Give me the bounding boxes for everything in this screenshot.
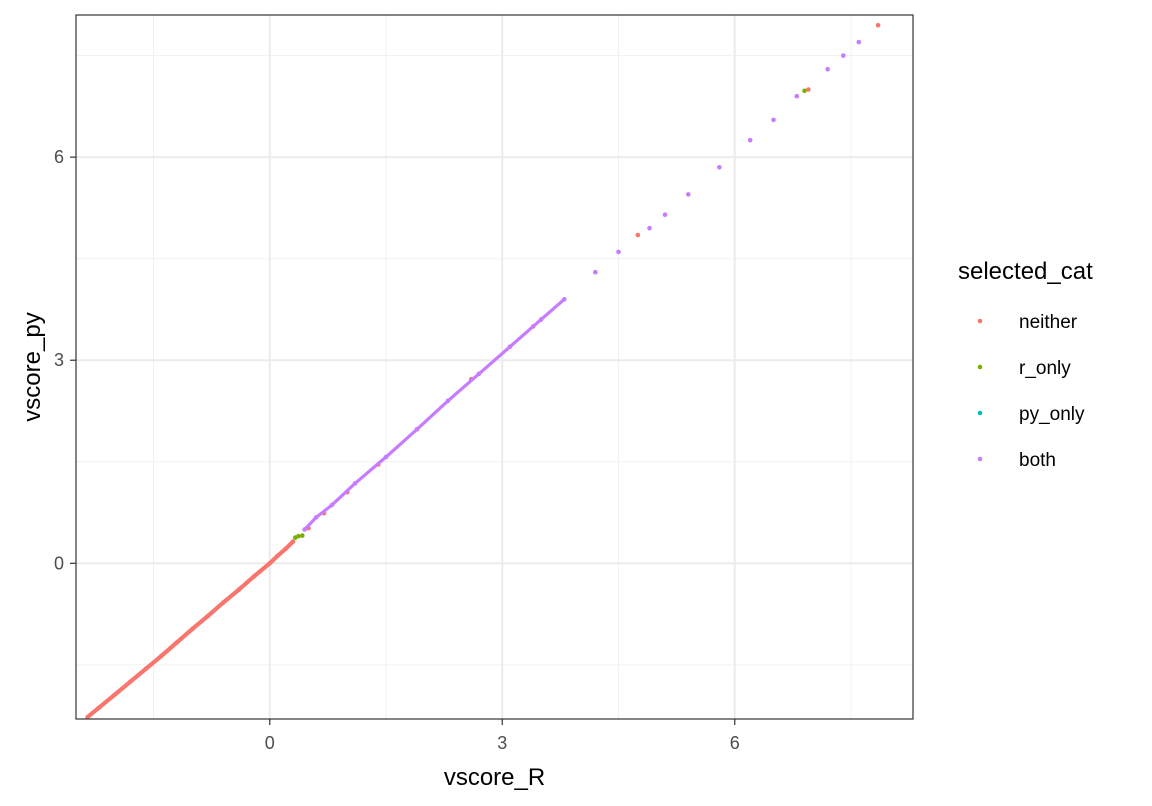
legend-title: selected_cat (958, 258, 1093, 285)
legend-key-both (977, 456, 983, 462)
point-neither (236, 587, 242, 592)
y-tick-label: 0 (54, 553, 64, 573)
point-neither (205, 613, 210, 619)
legend-label-neither: neither (1019, 312, 1078, 333)
point-both (352, 481, 358, 486)
point-neither (159, 653, 164, 659)
x-tick-label: 0 (265, 733, 275, 753)
point-both (747, 137, 753, 143)
point-both (717, 165, 722, 170)
point-both (383, 454, 389, 460)
point-neither (635, 232, 641, 238)
point-both (825, 66, 830, 72)
legend-key-neither (977, 318, 983, 324)
legend-label-both: both (1019, 450, 1056, 471)
point-both (445, 398, 451, 404)
point-neither (220, 600, 226, 605)
point-both (562, 297, 567, 302)
point-neither (290, 539, 296, 544)
point-neither (190, 626, 195, 632)
point-both (616, 249, 621, 255)
point-neither (251, 573, 257, 579)
point-both (414, 427, 420, 432)
legend-key-py_only (977, 410, 983, 416)
point-both (538, 317, 544, 322)
series-both (302, 39, 862, 532)
x-axis-title: vscore_R (444, 764, 545, 791)
point-both (771, 117, 776, 123)
point-both (329, 502, 335, 508)
point-neither (275, 553, 280, 559)
legend-key-r_only (977, 364, 983, 370)
point-both (794, 93, 800, 99)
point-r_only (802, 88, 807, 94)
point-both (856, 39, 862, 45)
point-r_only (296, 533, 301, 539)
point-both (662, 212, 668, 217)
x-tick-label: 3 (497, 733, 507, 753)
point-neither (267, 561, 273, 566)
panel-border (75, 14, 914, 720)
series-neither-band (85, 539, 296, 720)
point-both (314, 515, 319, 520)
point-neither (96, 705, 102, 710)
y-tick-label: 3 (54, 350, 64, 370)
point-neither (112, 692, 118, 697)
point-neither (283, 546, 288, 552)
point-both (647, 225, 652, 231)
y-tick-label: 6 (54, 147, 64, 167)
point-both (593, 269, 598, 275)
point-neither (143, 666, 149, 672)
point-neither (875, 22, 881, 28)
point-both (507, 344, 513, 350)
point-both (841, 53, 846, 58)
y-axis-title: vscore_py (19, 312, 46, 421)
point-both (302, 527, 307, 532)
x-tick-label: 6 (730, 733, 740, 753)
series-r_only (293, 88, 807, 540)
legend-label-r_only: r_only (1019, 358, 1071, 379)
legend-label-py_only: py_only (1019, 404, 1085, 425)
point-neither (174, 640, 180, 645)
point-neither (806, 87, 811, 92)
point-r_only (300, 533, 305, 538)
point-both (476, 371, 482, 377)
point-neither (85, 714, 90, 720)
points-layer (85, 22, 881, 720)
point-both (686, 192, 691, 197)
ticks-layer: 0 3 6 0 3 6 (54, 147, 740, 753)
point-neither (128, 679, 133, 685)
